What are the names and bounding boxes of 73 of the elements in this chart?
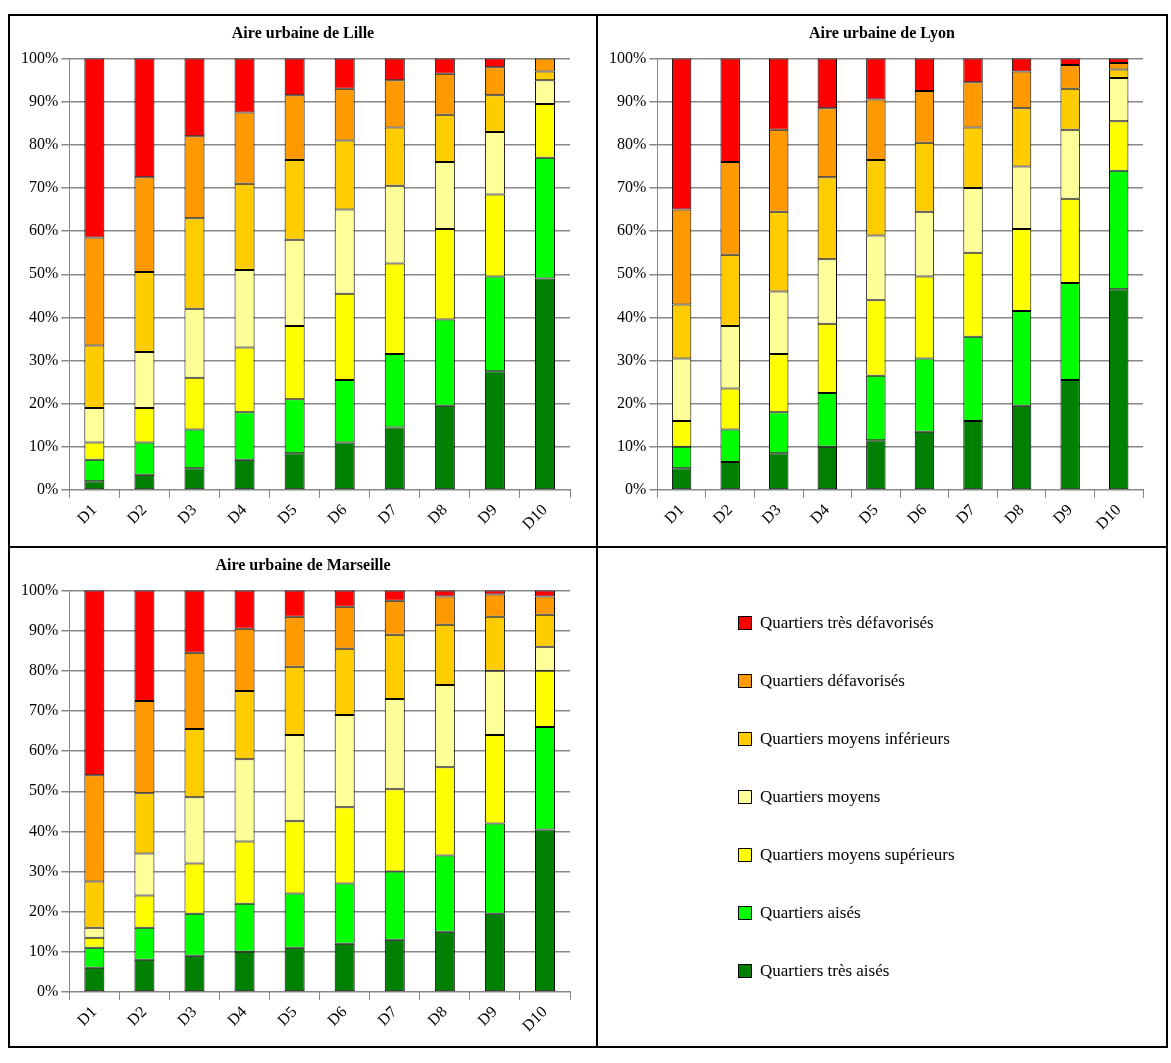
x-tick-label: D5 bbox=[273, 1002, 300, 1029]
x-tick-label: D7 bbox=[952, 500, 979, 527]
y-tick-label: 10% bbox=[617, 437, 647, 455]
y-tick-label: 0% bbox=[37, 480, 59, 498]
y-tick-label: 100% bbox=[609, 48, 647, 66]
legend-label: Quartiers très défavorisés bbox=[760, 613, 934, 633]
x-tick-label: D5 bbox=[273, 500, 300, 527]
y-tick-label: 30% bbox=[29, 861, 59, 879]
y-tick-label: 10% bbox=[29, 942, 59, 960]
y-tick-label: 60% bbox=[29, 221, 59, 239]
y-tick-label: 90% bbox=[617, 91, 647, 109]
x-tick-label: D4 bbox=[223, 1002, 250, 1029]
legend-label: Quartiers moyens supérieurs bbox=[760, 845, 955, 865]
x-tick-label: D10 bbox=[1092, 500, 1124, 533]
y-tick-label: 20% bbox=[29, 901, 59, 919]
y-tick-label: 100% bbox=[21, 48, 59, 66]
y-tick-label: 90% bbox=[29, 91, 59, 109]
x-tick-label: D4 bbox=[223, 500, 250, 527]
y-tick-label: 40% bbox=[617, 307, 647, 325]
x-tick-label: D8 bbox=[424, 500, 450, 527]
x-tick-label: D10 bbox=[518, 1002, 551, 1035]
y-tick-label: 0% bbox=[37, 982, 59, 1000]
y-tick-label: 60% bbox=[29, 741, 59, 759]
legend-label: Quartiers moyens inférieurs bbox=[760, 729, 950, 749]
y-tick-label: 0% bbox=[625, 480, 647, 498]
x-tick-label: D3 bbox=[757, 500, 784, 527]
x-tick-label: D2 bbox=[123, 500, 150, 527]
chart-title: Aire urbaine de Marseille bbox=[214, 556, 392, 574]
y-tick-label: 50% bbox=[29, 781, 59, 799]
x-tick-label: D3 bbox=[173, 500, 200, 527]
y-tick-label: 50% bbox=[617, 264, 647, 282]
y-tick-label: 50% bbox=[29, 264, 59, 282]
x-tick-label: D4 bbox=[806, 500, 833, 527]
y-tick-label: 40% bbox=[29, 821, 59, 839]
legend-label: Quartiers défavorisés bbox=[760, 671, 905, 691]
x-tick-label: D9 bbox=[1049, 500, 1076, 527]
y-tick-label: 100% bbox=[21, 580, 59, 598]
y-tick-label: 20% bbox=[617, 393, 647, 411]
x-tick-label: D3 bbox=[173, 1002, 200, 1029]
y-tick-label: 30% bbox=[29, 350, 59, 368]
x-tick-label: D8 bbox=[1000, 500, 1027, 527]
y-tick-label: 80% bbox=[617, 135, 647, 153]
x-tick-label: D1 bbox=[660, 500, 687, 527]
y-tick-label: 60% bbox=[617, 221, 647, 239]
legend-label: Quartiers aisés bbox=[760, 903, 861, 923]
x-tick-label: D1 bbox=[73, 500, 100, 527]
y-tick-label: 80% bbox=[29, 661, 59, 679]
chart-title: Aire urbaine de Lille bbox=[230, 24, 376, 42]
chart-title: Aire urbaine de Lyon bbox=[808, 24, 956, 42]
x-tick-label: D6 bbox=[323, 1002, 350, 1029]
x-tick-label: D6 bbox=[903, 500, 930, 527]
x-tick-label: D6 bbox=[323, 500, 350, 527]
x-tick-label: D9 bbox=[474, 500, 500, 527]
y-tick-label: 80% bbox=[29, 135, 59, 153]
x-tick-label: D1 bbox=[73, 1002, 100, 1029]
y-tick-label: 70% bbox=[29, 701, 59, 719]
y-tick-label: 90% bbox=[29, 620, 59, 638]
legend-label: Quartiers moyens bbox=[760, 787, 881, 807]
legend-label: Quartiers très aisés bbox=[760, 961, 890, 981]
y-tick-label: 70% bbox=[617, 178, 647, 196]
x-tick-label: D2 bbox=[123, 1002, 150, 1029]
y-tick-label: 70% bbox=[29, 178, 59, 196]
y-tick-label: 40% bbox=[29, 307, 59, 325]
x-tick-label: D5 bbox=[855, 500, 881, 527]
x-tick-label: D8 bbox=[424, 1002, 450, 1029]
x-tick-label: D9 bbox=[474, 1002, 500, 1029]
x-tick-label: D2 bbox=[709, 500, 736, 527]
y-tick-label: 30% bbox=[617, 350, 647, 368]
x-tick-label: D7 bbox=[374, 1002, 400, 1029]
x-tick-label: D10 bbox=[518, 500, 551, 533]
y-tick-label: 20% bbox=[29, 393, 59, 411]
y-tick-label: 10% bbox=[29, 437, 59, 455]
x-tick-label: D7 bbox=[374, 500, 400, 527]
